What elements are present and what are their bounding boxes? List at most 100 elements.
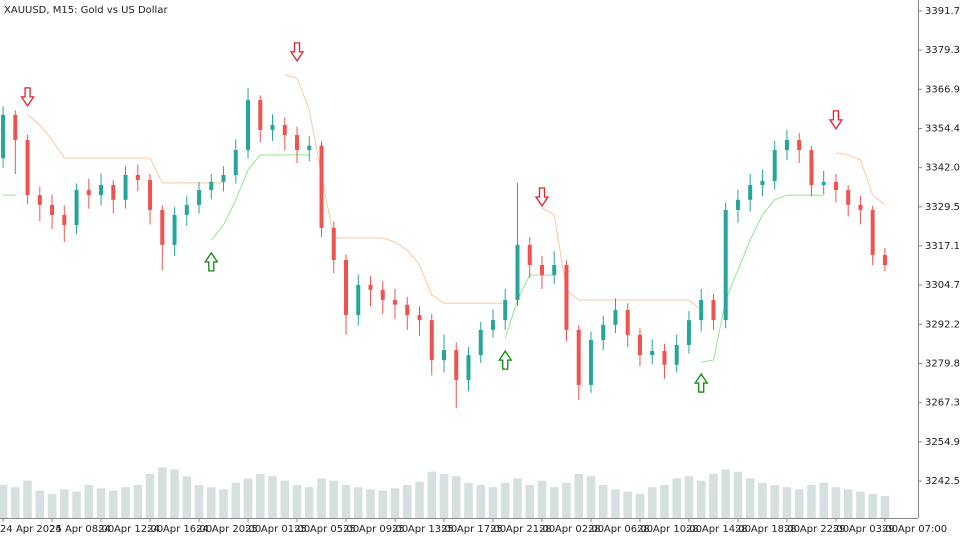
volume-bar [84, 485, 94, 518]
candle-body [160, 209, 165, 245]
candle-body [527, 244, 532, 266]
volume-bar [60, 489, 69, 518]
candle-body [588, 339, 593, 385]
volume-bar [623, 491, 633, 518]
volume-bar [47, 493, 57, 518]
candle-body [344, 259, 349, 316]
volume-bar [415, 481, 424, 518]
volume-bar [733, 471, 743, 518]
candle-body [258, 100, 263, 130]
candle-body [576, 329, 581, 385]
candle-body [784, 140, 789, 151]
volume-bar [329, 480, 339, 518]
candle-body [405, 304, 410, 316]
signal-arrow [20, 87, 35, 108]
x-tick-label: 25 Apr 13:00 [392, 524, 457, 535]
x-tick-label: 28 Apr 22:00 [784, 524, 849, 535]
volume-bar [513, 478, 522, 518]
indicator-line [27, 74, 886, 311]
volume-bar [182, 476, 192, 518]
volume-bar [819, 482, 828, 518]
y-tick-label: 3304.70 [925, 280, 960, 291]
volume-bar [745, 478, 755, 518]
candle-body [637, 334, 642, 356]
volume-bar [831, 487, 841, 518]
y-tick-label: 3366.9 [925, 84, 960, 95]
candle-body [760, 180, 765, 186]
candle-body [858, 204, 863, 210]
candle-body [674, 344, 679, 365]
volume-bar [35, 490, 45, 518]
volume-bar [109, 490, 118, 518]
candle-body [295, 134, 300, 151]
volume-bar [574, 474, 584, 518]
volume-bar [427, 471, 437, 518]
volume-bar [696, 480, 706, 518]
volume-bar [133, 485, 143, 518]
candle-body [539, 265, 544, 276]
indicator-line [3, 154, 824, 363]
candle-body [356, 284, 361, 316]
x-tick-label: 24 Apr 08:00 [49, 524, 114, 535]
volume-bar [770, 485, 779, 518]
candle-body [246, 100, 251, 151]
volume-bar [598, 485, 608, 518]
candle-body [466, 355, 471, 380]
x-tick-label: 24 Apr 20:00 [196, 524, 261, 535]
volume-bar [537, 480, 547, 518]
candle-body [662, 350, 667, 365]
candle-body [797, 140, 802, 151]
volume-bar [158, 467, 167, 518]
x-tick-label: 28 Apr 18:00 [735, 524, 800, 535]
y-tick-label: 3342.02 [925, 163, 960, 174]
candle-body [882, 254, 887, 266]
candle-body [111, 185, 116, 200]
candle-body [748, 185, 753, 200]
y-tick-label: 3242.50 [925, 476, 960, 487]
candle-body [393, 299, 398, 305]
x-tick-label: 24 Apr 2025 [0, 524, 62, 535]
candle-body [148, 180, 153, 210]
candle-body [233, 150, 238, 175]
volume-bar [121, 487, 130, 518]
volume-bar [145, 474, 155, 518]
volume-bar [684, 476, 694, 518]
x-tick-label: 25 Apr 01:00 [245, 524, 310, 535]
volume-bar [206, 487, 216, 518]
candle-body [429, 320, 434, 361]
volume-bar [709, 474, 718, 518]
y-tick-label: 3379.34 [925, 45, 960, 56]
volume-bar [794, 489, 804, 518]
candle-body [209, 181, 214, 191]
x-tick-label: 24 Apr 16:00 [147, 524, 212, 535]
volume-bar [341, 485, 351, 518]
candle-body [846, 190, 851, 205]
candle-body [552, 265, 557, 276]
y-tick-label: 3267.38 [925, 398, 960, 409]
candle-body [686, 320, 691, 345]
volume-bar [231, 482, 241, 518]
volume-bar [194, 485, 204, 518]
candle-body [1, 114, 6, 159]
candle-body [735, 199, 740, 210]
volume-bar [402, 485, 412, 518]
candle-body [99, 185, 104, 196]
candle-body [821, 181, 826, 186]
volume-bar [451, 476, 461, 518]
candle-body [833, 181, 838, 191]
volume-bar [72, 491, 81, 518]
candle-body [86, 190, 91, 196]
candle-body [490, 320, 495, 330]
candle-body [613, 310, 618, 325]
candle-body [711, 299, 716, 321]
volume-bar [280, 480, 290, 518]
volume-bar [353, 487, 363, 518]
volume-bar [635, 493, 645, 518]
volume-bar [843, 489, 853, 518]
volume-bar [549, 487, 559, 518]
x-tick-label: 25 Apr 21:00 [490, 524, 555, 535]
candle-body [221, 174, 226, 182]
candle-body [441, 350, 446, 361]
